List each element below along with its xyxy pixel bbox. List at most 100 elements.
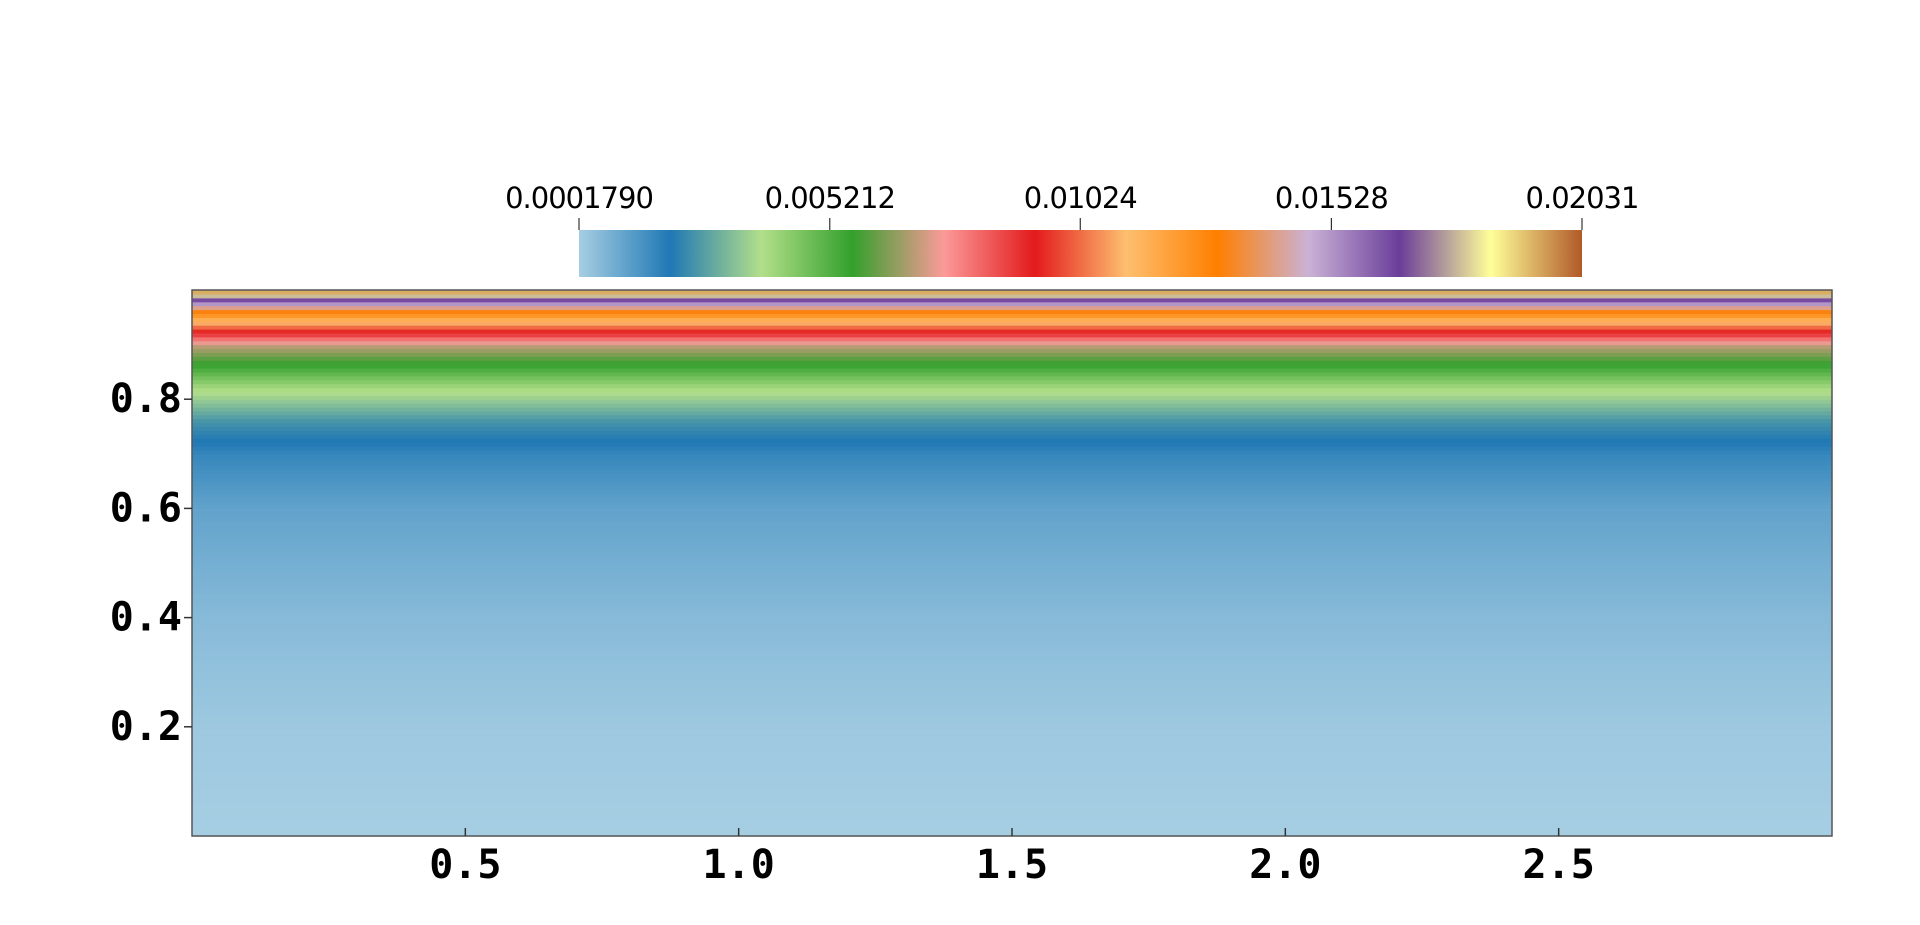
heatmap-band <box>192 527 1832 533</box>
heatmap-band <box>192 609 1832 615</box>
heatmap-band <box>192 371 1832 377</box>
x-tick-label: 1.5 <box>976 842 1048 888</box>
y-tick-label: 0.6 <box>110 485 182 531</box>
heatmap-band <box>192 820 1832 825</box>
heatmap-band <box>192 566 1832 572</box>
heatmap-band <box>192 465 1832 470</box>
heatmap-band <box>192 738 1832 743</box>
heatmap-band <box>192 598 1832 603</box>
heatmap-band <box>192 781 1832 786</box>
heatmap-band <box>192 648 1832 654</box>
heatmap-band <box>192 375 1832 381</box>
heatmap-band <box>192 758 1832 763</box>
x-tick-label: 2.0 <box>1249 842 1321 888</box>
heatmap-band <box>192 508 1832 513</box>
heatmap-band <box>192 348 1832 353</box>
heatmap-band <box>192 590 1832 595</box>
heatmap-band <box>192 352 1832 357</box>
heatmap-band <box>192 722 1832 728</box>
heatmap-field <box>192 290 1832 837</box>
heatmap-band <box>192 383 1832 389</box>
heatmap-band <box>192 422 1832 428</box>
heatmap-band <box>192 629 1832 634</box>
heatmap-band <box>192 438 1832 443</box>
heatmap-band <box>192 711 1832 716</box>
heatmap-band <box>192 539 1832 545</box>
heatmap-band <box>192 574 1832 580</box>
colorbar-bar <box>579 230 1582 277</box>
heatmap-band <box>192 750 1832 755</box>
heatmap-band <box>192 496 1832 502</box>
heatmap-band <box>192 410 1832 416</box>
heatmap-band <box>192 789 1832 794</box>
heatmap-band <box>192 800 1832 806</box>
heatmap-band <box>192 340 1832 346</box>
heatmap-band <box>192 613 1832 619</box>
heatmap-band <box>192 449 1832 455</box>
colorbar-tick-label: 0.005212 <box>765 181 895 215</box>
heatmap-band <box>192 391 1832 396</box>
heatmap-band <box>192 664 1832 669</box>
x-tick-label: 0.5 <box>429 842 501 888</box>
heatmap-band <box>192 551 1832 556</box>
heatmap-band <box>192 594 1832 599</box>
heatmap-band <box>192 695 1832 701</box>
heatmap-band <box>192 321 1832 326</box>
heatmap-band <box>192 297 1832 303</box>
heatmap-band <box>192 656 1832 662</box>
heatmap-band <box>192 742 1832 747</box>
heatmap-band <box>192 430 1832 435</box>
heatmap-band <box>192 719 1832 724</box>
y-tick-label: 0.2 <box>110 704 182 750</box>
heatmap-band <box>192 754 1832 759</box>
heatmap-band <box>192 360 1832 365</box>
heatmap-band <box>192 344 1832 350</box>
heatmap-band <box>192 769 1832 775</box>
heatmap-band <box>192 332 1832 338</box>
heatmap-band <box>192 414 1832 420</box>
heatmap-band <box>192 703 1832 708</box>
heatmap-band <box>192 726 1832 732</box>
heatmap-band <box>192 290 1832 295</box>
heatmap-band <box>192 485 1832 490</box>
heatmap-band <box>192 364 1832 369</box>
x-tick-label: 2.5 <box>1523 842 1595 888</box>
heatmap-band <box>192 652 1832 658</box>
heatmap-band <box>192 329 1832 334</box>
colorbar-tick-label: 0.02031 <box>1526 181 1639 215</box>
heatmap-band <box>192 543 1832 548</box>
heatmap-band <box>192 707 1832 712</box>
heatmap-band <box>192 336 1832 342</box>
heatmap-band <box>192 368 1832 373</box>
heatmap-band <box>192 683 1832 689</box>
heatmap-band <box>192 578 1832 584</box>
heatmap-band <box>192 555 1832 560</box>
heatmap-band <box>192 644 1832 650</box>
heatmap-band <box>192 605 1832 611</box>
heatmap-band <box>192 668 1832 673</box>
heatmap-band <box>192 524 1832 529</box>
heatmap-band <box>192 418 1832 424</box>
heatmap-band <box>192 325 1832 330</box>
heatmap-band <box>192 672 1832 677</box>
heatmap-band <box>192 356 1832 361</box>
heatmap-band <box>192 481 1832 486</box>
heatmap-band <box>192 812 1832 818</box>
heatmap-band <box>192 442 1832 447</box>
heatmap-band <box>192 504 1832 509</box>
heatmap-band <box>192 434 1832 439</box>
heatmap-band <box>192 625 1832 630</box>
heatmap-band <box>192 563 1832 568</box>
heatmap-band <box>192 633 1832 638</box>
heatmap-band <box>192 531 1832 537</box>
y-tick-label: 0.4 <box>110 595 182 641</box>
heatmap-band <box>192 453 1832 459</box>
heatmap-band <box>192 535 1832 541</box>
heatmap-band <box>192 777 1832 782</box>
heatmap-band <box>192 734 1832 740</box>
heatmap-band <box>192 730 1832 736</box>
heatmap-band <box>192 687 1832 693</box>
heatmap-band <box>192 469 1832 474</box>
heatmap-band <box>192 773 1832 779</box>
